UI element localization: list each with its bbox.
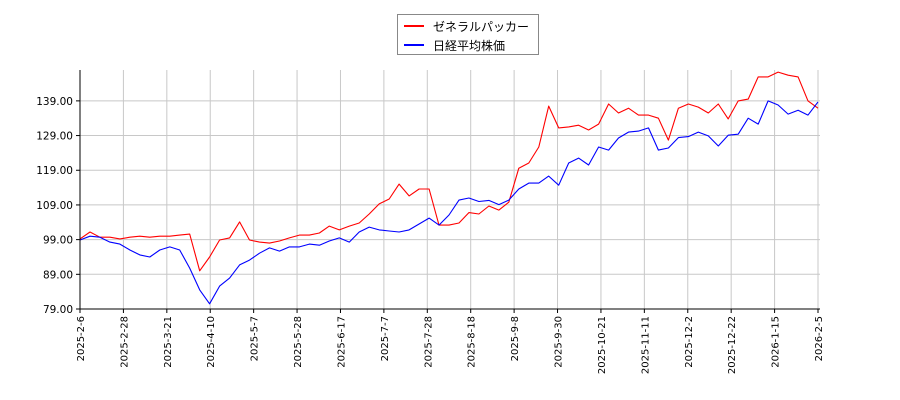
series-lines <box>79 71 819 305</box>
axes: 79.00 89.00 99.00 109.00 119.00 129.00 139.00 2… <box>36 70 825 374</box>
x-tick-label: 2025-9-30 <box>554 316 565 368</box>
x-tick-label: 2025-2-6 <box>76 316 87 361</box>
x-tick-label: 2025-5-7 <box>250 316 261 361</box>
legend-swatch-red <box>404 25 424 27</box>
y-tick-label: 99.00 <box>43 235 73 247</box>
legend-swatch-blue <box>404 44 424 46</box>
series-line-1 <box>79 71 819 272</box>
x-tick-label: 2025-2-28 <box>119 316 130 368</box>
legend-item-series-1: ゼネラルパッカー <box>404 17 529 35</box>
legend-item-series-2: 日経平均株価 <box>404 36 505 54</box>
x-tick-label: 2025-9-8 <box>510 316 521 361</box>
y-tick-label: 89.00 <box>43 269 73 281</box>
y-tick-label: 129.00 <box>36 131 73 143</box>
x-tick-label: 2025-12-22 <box>727 316 738 374</box>
x-tick-label: 2025-6-17 <box>336 316 347 368</box>
x-tick-label: 2025-12-2 <box>684 316 695 368</box>
legend-label: 日経平均株価 <box>433 38 506 53</box>
x-tick-label: 2025-7-7 <box>380 316 391 361</box>
x-tick-label: 2025-4-10 <box>206 316 217 368</box>
x-tick-label: 2026-2-5 <box>814 316 825 361</box>
x-tick-label: 2026-1-15 <box>771 316 782 368</box>
y-tick-label: 119.00 <box>36 165 73 177</box>
y-tick-label: 79.00 <box>43 304 73 316</box>
legend: ゼネラルパッカー 日経平均株価 <box>397 14 539 55</box>
x-tick-label: 2025-8-18 <box>467 316 478 368</box>
y-tick-label: 109.00 <box>36 200 73 212</box>
x-tick-label: 2025-3-21 <box>163 316 174 368</box>
x-tick-label: 2025-11-11 <box>640 316 651 374</box>
x-tick-label: 2025-7-28 <box>423 316 434 368</box>
series-line-2 <box>79 100 819 305</box>
y-tick-label: 139.00 <box>36 96 73 108</box>
legend-label: ゼネラルパッカー <box>433 19 530 34</box>
x-tick-label: 2025-10-21 <box>597 316 608 374</box>
grid <box>79 70 820 310</box>
x-tick-label: 2025-5-28 <box>293 316 304 368</box>
